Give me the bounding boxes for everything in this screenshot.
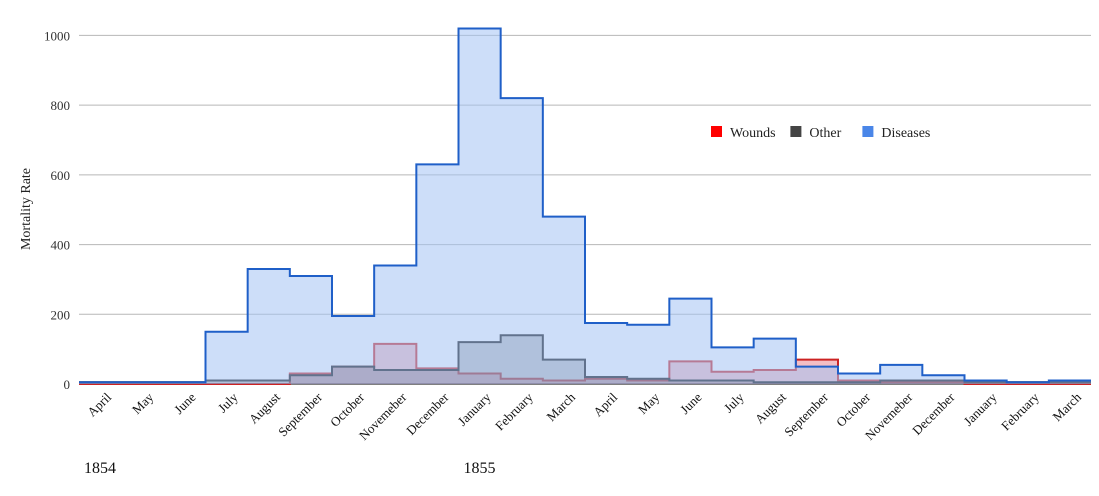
year-label: 1854 bbox=[84, 460, 116, 477]
legend-label-other: Other bbox=[809, 126, 841, 141]
x-tick-label: October bbox=[327, 389, 368, 430]
x-tick-label: January bbox=[961, 389, 1001, 429]
legend-swatch-wounds bbox=[711, 126, 722, 137]
legend-label-wounds: Wounds bbox=[730, 126, 776, 141]
x-tick-label: April bbox=[84, 389, 114, 419]
legend-swatch-other bbox=[790, 126, 802, 137]
y-tick-label: 1000 bbox=[44, 28, 70, 43]
x-tick-label: May bbox=[129, 389, 157, 417]
y-tick-label: 200 bbox=[51, 307, 71, 322]
x-tick-label: July bbox=[721, 389, 747, 415]
year-labels: 1854 1855 bbox=[84, 460, 496, 477]
x-tick-label: October bbox=[833, 389, 874, 430]
x-tick-label: September bbox=[781, 389, 831, 439]
x-tick-label: April bbox=[590, 389, 620, 419]
x-tick-label: March bbox=[543, 389, 578, 424]
legend: Wounds Other Diseases bbox=[711, 126, 930, 141]
x-tick-label: March bbox=[1049, 389, 1084, 424]
y-tick-label: 600 bbox=[51, 168, 71, 183]
year-label: 1855 bbox=[464, 460, 496, 477]
x-tick-label: August bbox=[752, 389, 789, 426]
series-areas bbox=[79, 27, 1091, 385]
x-tick-label: June bbox=[171, 389, 199, 417]
x-tick-label: February bbox=[492, 389, 536, 433]
y-axis-label: Mortality Rate bbox=[19, 168, 34, 250]
series-area-diseases bbox=[79, 28, 1091, 384]
y-tick-label: 800 bbox=[51, 98, 71, 113]
x-tick-label: June bbox=[677, 389, 705, 417]
series-line-diseases bbox=[79, 27, 1091, 384]
legend-swatch-diseases bbox=[862, 126, 874, 137]
x-tick-label: May bbox=[635, 389, 663, 417]
x-tick-label: September bbox=[275, 389, 325, 439]
y-tick-label: 0 bbox=[64, 377, 71, 392]
x-tick-label: December bbox=[403, 389, 452, 438]
x-tick-label: February bbox=[998, 389, 1042, 433]
x-tick-label: January bbox=[455, 389, 495, 429]
y-axis-ticks: 0 200 400 600 800 1000 bbox=[44, 28, 70, 392]
x-tick-label: July bbox=[215, 389, 241, 415]
x-tick-label: December bbox=[909, 389, 958, 438]
legend-label-diseases: Diseases bbox=[881, 126, 930, 141]
y-tick-label: 400 bbox=[51, 238, 71, 253]
x-tick-label: August bbox=[246, 389, 283, 426]
